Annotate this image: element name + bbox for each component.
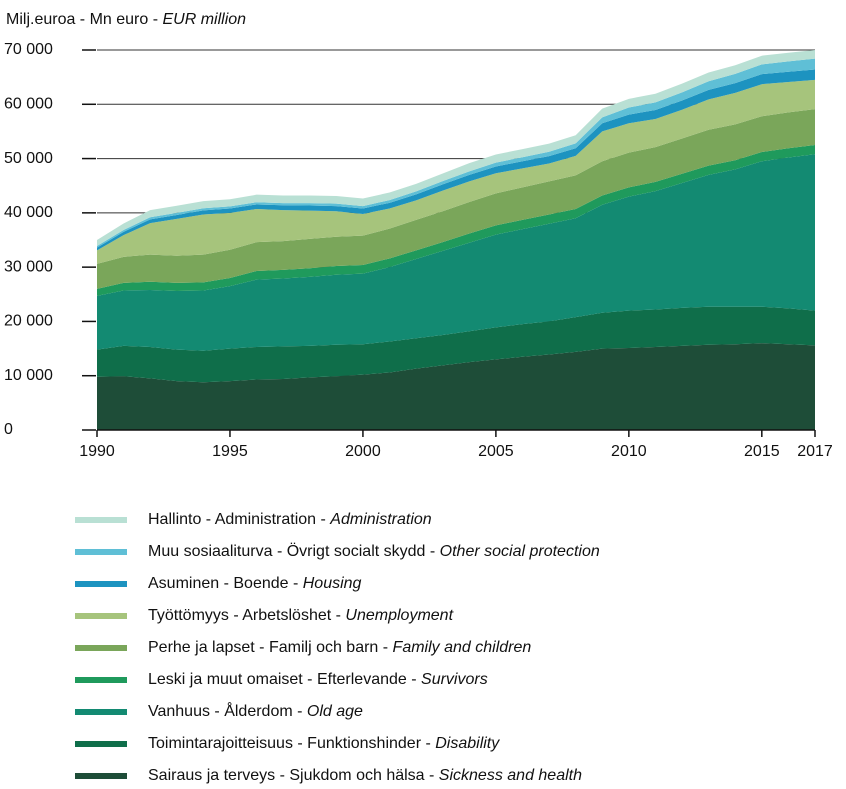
legend-label: Sairaus ja terveys - Sjukdom och hälsa -…	[148, 767, 582, 784]
area	[97, 50, 815, 246]
area	[97, 69, 815, 251]
axes: Milj.euroa - Mn euro - EUR million 0 10 00…	[4, 11, 833, 460]
legend-label: Muu sosiaaliturva - Övrigt socialt skydd…	[148, 542, 600, 560]
legend-label: Perhe ja lapset - Familj och barn - Fami…	[148, 639, 531, 656]
area	[97, 58, 815, 248]
legend-label: Leski ja muut omaiset - Efterlevande - S…	[148, 671, 488, 688]
x-tick-label: 2015	[744, 443, 780, 460]
x-tick-label: 1990	[79, 443, 115, 460]
area	[97, 306, 815, 383]
areas	[97, 50, 815, 430]
area	[97, 154, 815, 351]
y-tick-label: 20 000	[4, 313, 53, 330]
area	[97, 343, 815, 430]
legend-label: Työttömyys - Arbetslöshet - Unemployment	[148, 607, 454, 624]
y-tick-label: 40 000	[4, 204, 53, 221]
legend-label: Asuminen - Boende - Housing	[148, 575, 362, 592]
area	[97, 145, 815, 296]
legend-label: Vanhuus - Ålderdom - Old age	[148, 701, 363, 720]
y-tick-label: 60 000	[4, 96, 53, 113]
y-tick-label: 50 000	[4, 150, 53, 167]
x-tick-label: 2005	[478, 443, 514, 460]
x-tick-label: 1995	[212, 443, 248, 460]
x-tick-label: 2017	[797, 443, 833, 460]
legend-label: Hallinto - Administration - Administrati…	[148, 511, 432, 528]
y-tick-label: 10 000	[4, 367, 53, 384]
x-tick-label: 2000	[345, 443, 381, 460]
y-tick-label: 70 000	[4, 41, 53, 58]
area	[97, 79, 815, 264]
legend: Sairaus ja terveys - Sjukdom och hälsa -…	[75, 511, 600, 784]
area	[97, 109, 815, 289]
y-tick-label: 0	[4, 421, 13, 438]
y-tick-label: 30 000	[4, 258, 53, 275]
y-axis-label: Milj.euroa - Mn euro - EUR million	[6, 11, 246, 28]
x-tick-label: 2010	[611, 443, 647, 460]
legend-label: Toimintarajoitteisuus - Funktionshinder …	[148, 735, 500, 752]
